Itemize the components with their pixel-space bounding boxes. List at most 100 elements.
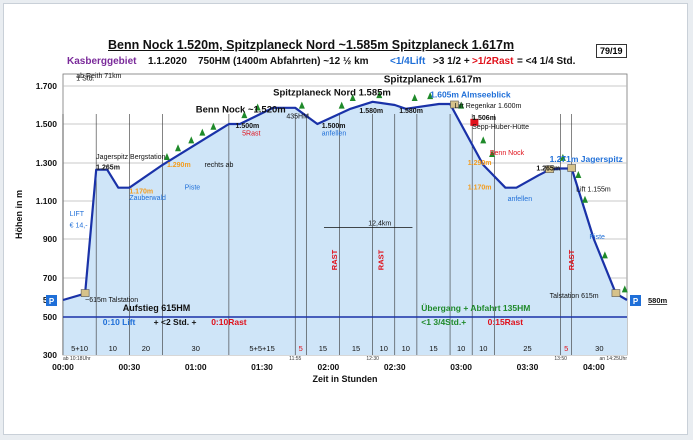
point-label: Benn Nock	[490, 150, 525, 157]
point-label: 1.265m	[96, 165, 120, 172]
segment-duration-label: 20	[142, 344, 150, 353]
subtitle-total: = <4 1/4 Std.	[517, 56, 576, 67]
y-tick-label: 300	[43, 350, 57, 360]
y-tick-label: 1.300	[36, 158, 58, 168]
segment-duration-label: 10	[380, 344, 388, 353]
point-label: 435HM	[286, 113, 309, 120]
y-tick-label: 1.500	[36, 119, 58, 129]
point-label: Spitzplaneck Nord 1.585m	[273, 88, 391, 99]
x-tick-label: 04:00	[583, 362, 605, 372]
segment-duration-label: 15	[319, 344, 327, 353]
segment-duration-label: 5+5+15	[249, 344, 274, 353]
parking-icon	[630, 295, 641, 306]
point-label: 1.500m	[236, 123, 260, 130]
point-label: RAST	[377, 249, 386, 270]
y-tick-label: 1.100	[36, 196, 58, 206]
point-label: anfellen	[508, 196, 533, 203]
time-mark-label: 11:55	[289, 356, 301, 362]
tree-icon	[199, 128, 206, 136]
time-mark-label: an 14:25Uhr	[599, 356, 627, 362]
page-number: 79/19	[596, 44, 627, 58]
point-label: 1.290m	[167, 162, 191, 169]
time-mark-label: ab 10:18Uhr	[63, 356, 91, 362]
segment-duration-label: 10	[479, 344, 487, 353]
point-label: ab Reith 71km	[76, 73, 121, 80]
summary-down-title: Übergang + Abfahrt 135HM	[421, 303, 530, 313]
segment-duration-label: 15	[429, 344, 437, 353]
point-label: 1.506m	[472, 115, 496, 122]
point-label: Spitzplaneck 1.617m	[384, 74, 482, 85]
x-tick-label: 01:30	[251, 362, 273, 372]
point-label: 12,4km	[368, 221, 391, 228]
parking-right-label: P	[633, 297, 639, 306]
point-label: Lift 1.155m	[576, 187, 611, 194]
tree-icon	[427, 92, 434, 100]
tree-icon	[621, 285, 628, 293]
subtitle-rast: >1/2Rast	[472, 56, 514, 67]
tree-icon	[298, 101, 305, 109]
y-tick-label: 900	[43, 234, 57, 244]
lift-station-icon	[545, 165, 554, 173]
tree-icon	[480, 136, 487, 144]
tree-icon	[163, 152, 170, 160]
parking-left-label: P	[49, 297, 55, 306]
point-label: € 14,-	[70, 223, 89, 230]
point-label: Benn Nock ~1.520m	[196, 105, 286, 116]
subtitle-area: Kasberggebiet	[67, 56, 137, 67]
tree-icon	[210, 122, 217, 130]
point-label: Lift Regenkar 1.600m	[454, 103, 521, 110]
point-label: 1.580m	[359, 108, 383, 115]
point-label: anfellen	[322, 131, 347, 138]
time-mark-label: 13:50	[554, 356, 567, 362]
segment-duration-label: 15	[352, 344, 360, 353]
x-tick-label: 00:00	[52, 362, 74, 372]
point-label: Sepp-Huber-Hütte	[472, 124, 529, 131]
profile-line	[62, 100, 628, 302]
lift-station-icon	[450, 100, 459, 109]
point-label: Piste	[185, 185, 201, 192]
y-axis-title: Höhen in m	[14, 190, 24, 239]
segment-duration-label: 10	[402, 344, 410, 353]
tree-icon	[559, 153, 566, 161]
tree-icon	[411, 94, 418, 101]
tree-icon	[188, 136, 195, 144]
tree-icon	[581, 195, 588, 203]
summary-up-mid: + <2 Std. +	[154, 317, 197, 327]
tree-icon	[349, 94, 356, 101]
point-label: Talstation 615m	[550, 293, 599, 300]
segment-duration-label: 25	[523, 344, 531, 353]
time-mark-label: 12:30	[366, 356, 379, 362]
profile-area	[63, 101, 627, 355]
x-tick-label: 01:00	[185, 362, 207, 372]
segment-duration-label: 5	[299, 344, 303, 353]
tree-icon	[458, 101, 465, 109]
x-tick-label: 02:30	[384, 362, 406, 372]
point-label: 1.265m	[536, 166, 560, 173]
chart-title: Benn Nock 1.520m, Spitzplaneck Nord ~1.5…	[108, 38, 515, 52]
point-label: 1.170m	[468, 185, 492, 192]
point-label: LIFT	[70, 211, 85, 218]
subtitle-date: 1.1.2020	[148, 56, 187, 67]
tree-icon	[601, 251, 608, 259]
summary-up-title: Aufstieg 615HM	[123, 303, 191, 313]
x-axis-title: Zeit in Stunden	[313, 374, 378, 384]
parking-right-elevation: 580m	[648, 296, 668, 305]
subtitle-mid: >3 1/2 +	[433, 56, 470, 67]
point-label: 5Rast	[242, 131, 260, 138]
y-tick-label: 1.700	[36, 81, 58, 91]
segment-duration-label: 30	[192, 344, 200, 353]
segment-duration-label: 10	[109, 344, 117, 353]
lift-station-icon	[567, 164, 577, 172]
tree-icon	[575, 171, 582, 178]
point-label: 1.605m Almseeblick	[430, 89, 511, 99]
tree-icon	[376, 91, 383, 99]
tree-icon	[489, 150, 496, 158]
summary-down-mid: <1 3/4Std.+	[421, 317, 466, 327]
lift-station-icon	[611, 289, 621, 297]
point-label: Jagerspitz Bergstation	[96, 154, 165, 161]
point-label: rechts ab	[205, 162, 234, 169]
point-label: 1 Std.	[76, 76, 94, 83]
segment-duration-label: 5	[564, 344, 568, 353]
x-tick-label: 00:30	[118, 362, 140, 372]
